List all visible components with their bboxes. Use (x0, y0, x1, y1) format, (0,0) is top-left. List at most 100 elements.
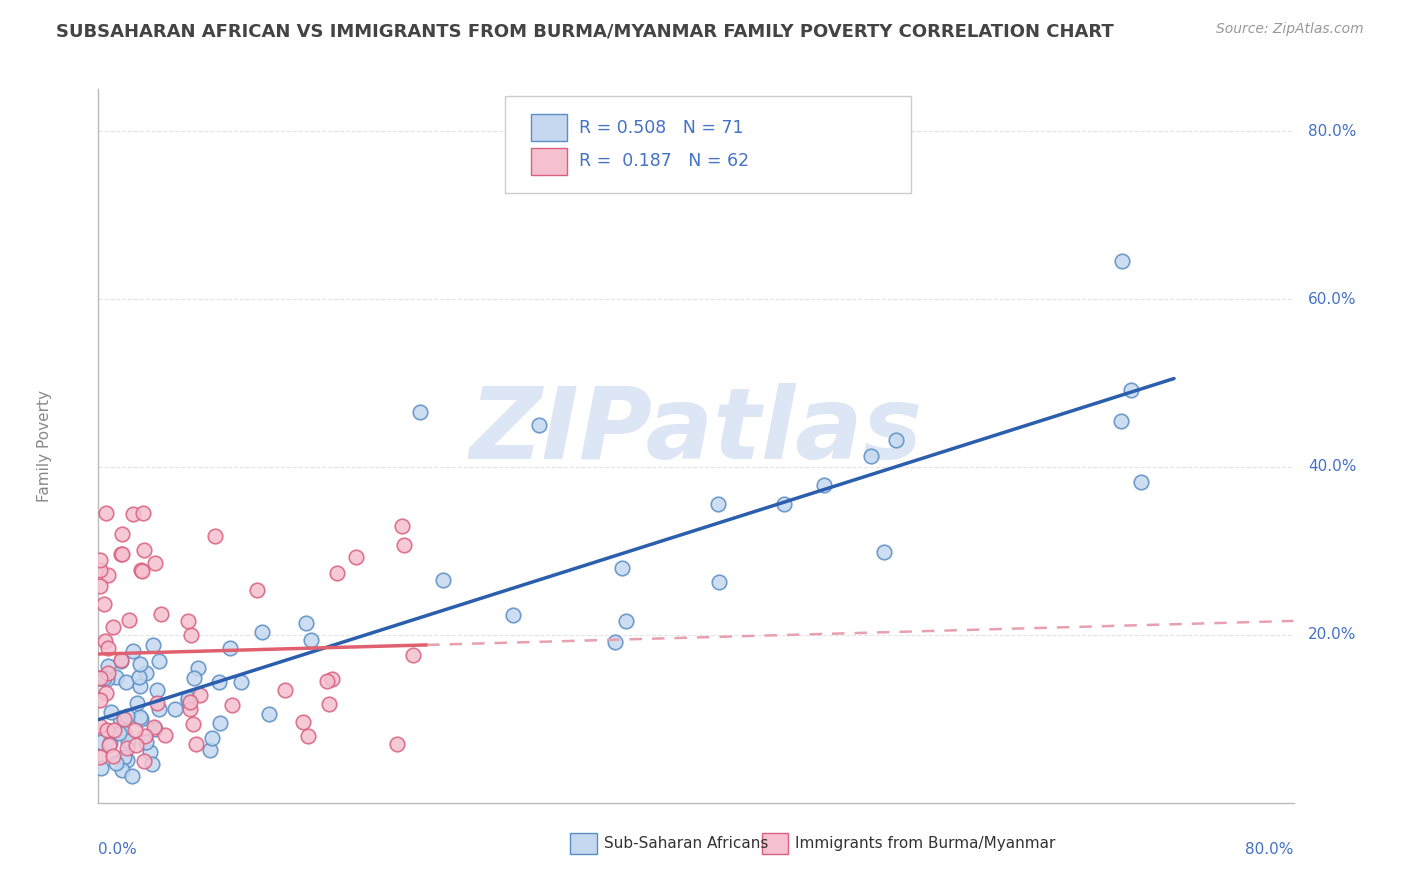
Point (90, 761, 112, 775)
Text: Sub-Saharan Africans: Sub-Saharan Africans (605, 836, 768, 851)
Point (89, 563, 111, 577)
Point (145, 696, 167, 710)
Point (432, 573, 454, 587)
Point (274, 682, 297, 697)
Point (872, 544, 894, 558)
Point (90, 671, 112, 685)
Text: 60.0%: 60.0% (1308, 292, 1357, 307)
Text: 80.0%: 80.0% (1246, 842, 1294, 857)
Text: 40.0%: 40.0% (1308, 459, 1357, 475)
Point (96, 672, 118, 686)
Point (208, 674, 231, 689)
Point (129, 712, 152, 726)
Point (208, 716, 231, 731)
Bar (762, 833, 787, 855)
Point (614, 614, 637, 628)
Text: SUBSAHARAN AFRICAN VS IMMIGRANTS FROM BURMA/MYANMAR FAMILY POVERTY CORRELATION C: SUBSAHARAN AFRICAN VS IMMIGRANTS FROM BU… (56, 22, 1114, 40)
Point (392, 538, 415, 552)
Point (149, 607, 172, 621)
Point (318, 697, 340, 711)
Point (134, 729, 156, 743)
Text: Immigrants from Burma/Myanmar: Immigrants from Burma/Myanmar (796, 836, 1056, 851)
Point (402, 648, 425, 662)
Point (603, 635, 626, 649)
Point (89, 579, 111, 593)
Point (257, 706, 280, 721)
Point (112, 712, 135, 726)
Point (153, 728, 176, 742)
Point (884, 433, 907, 447)
Point (201, 731, 224, 745)
Point (117, 753, 139, 767)
Point (148, 702, 170, 716)
Point (110, 547, 132, 561)
Point (121, 508, 143, 522)
Point (163, 702, 186, 716)
Point (139, 745, 162, 759)
Text: 80.0%: 80.0% (1308, 124, 1357, 138)
Bar (531, 114, 567, 141)
Point (89, 719, 111, 733)
Point (177, 693, 200, 707)
Point (391, 519, 413, 533)
Point (112, 749, 135, 764)
Point (385, 737, 409, 751)
Point (115, 675, 138, 690)
Point (89, 750, 111, 764)
Text: R =  0.187   N = 62: R = 0.187 N = 62 (579, 153, 749, 170)
Point (103, 723, 125, 738)
Point (859, 449, 882, 463)
Point (143, 720, 166, 734)
Point (129, 710, 152, 724)
Point (326, 566, 349, 580)
Point (132, 506, 155, 520)
Point (184, 737, 207, 751)
Point (315, 674, 337, 689)
Point (97, 568, 120, 582)
Point (135, 735, 157, 749)
Point (292, 714, 315, 729)
Point (111, 547, 134, 561)
Text: 20.0%: 20.0% (1308, 627, 1357, 642)
Point (98, 735, 121, 749)
Text: Source: ZipAtlas.com: Source: ZipAtlas.com (1216, 22, 1364, 37)
Point (229, 675, 252, 690)
Point (813, 478, 835, 492)
Point (97, 658, 120, 673)
Point (502, 607, 524, 622)
Point (1121, 383, 1143, 397)
Point (179, 695, 201, 709)
Point (132, 542, 155, 557)
Point (97, 738, 120, 752)
Text: Family Poverty: Family Poverty (37, 390, 52, 502)
Point (96, 686, 118, 700)
Point (115, 740, 138, 755)
Point (221, 698, 243, 712)
Point (148, 653, 170, 667)
Point (89, 693, 111, 707)
Point (97, 640, 120, 655)
Point (142, 638, 165, 652)
Point (128, 679, 150, 693)
Point (108, 725, 131, 739)
Point (179, 702, 201, 716)
Point (177, 690, 200, 705)
Point (250, 624, 273, 639)
Point (112, 726, 135, 740)
Point (321, 672, 343, 686)
Point (183, 672, 205, 686)
Text: 0.0%: 0.0% (98, 842, 138, 857)
Point (103, 620, 125, 634)
Point (94, 634, 117, 648)
Point (128, 657, 150, 671)
Point (110, 653, 132, 667)
Point (709, 574, 731, 589)
Point (118, 613, 141, 627)
Point (344, 550, 367, 565)
Point (134, 754, 156, 768)
Point (93, 597, 115, 611)
Point (89, 671, 111, 685)
Point (180, 628, 202, 642)
Point (187, 661, 209, 675)
Bar (571, 833, 596, 855)
